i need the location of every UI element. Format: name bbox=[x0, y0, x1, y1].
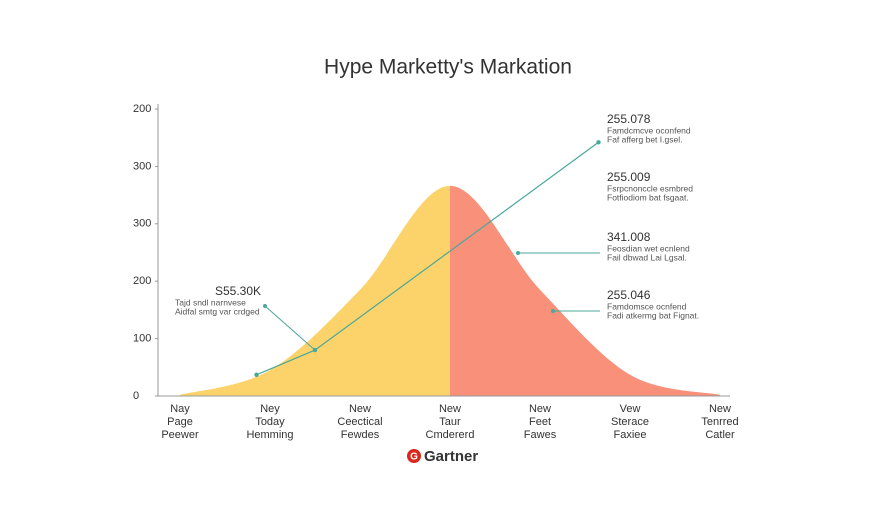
chart-title: Hype Marketty's Markation bbox=[324, 56, 572, 79]
annotation-title: 255.009 bbox=[607, 170, 651, 184]
x-tick-label: Catler bbox=[705, 429, 735, 441]
annotation-text: Fadi atkermg bat Fignat. bbox=[607, 310, 699, 320]
annotation-title: 255.078 bbox=[607, 112, 651, 126]
y-tick-label: 300 bbox=[133, 160, 151, 172]
x-tick-label: Ceectical bbox=[337, 416, 382, 428]
annotation-dot bbox=[516, 251, 520, 255]
y-tick-label: 200 bbox=[133, 103, 151, 115]
x-tick-label: Taur bbox=[439, 416, 461, 428]
logo: G bbox=[407, 449, 421, 463]
annotation-text: Famdcmcve oconfend bbox=[607, 125, 691, 135]
area-falling bbox=[450, 185, 720, 396]
annotation-text: Famdomsce ocnfend bbox=[607, 301, 687, 311]
x-tick-label: Today bbox=[255, 416, 285, 428]
y-tick-label: 0 bbox=[133, 390, 139, 402]
annotation-title: 341.008 bbox=[607, 230, 651, 244]
annotation-title: S55.30K bbox=[215, 284, 261, 298]
x-tick-label: Vew bbox=[620, 403, 641, 415]
x-tick-label: New bbox=[349, 403, 371, 415]
x-tick-label: Nay bbox=[170, 403, 190, 415]
annotation-text: Aidfal smtg var crdged bbox=[175, 306, 260, 316]
annotation-title: 255.046 bbox=[607, 288, 651, 302]
area-rising bbox=[180, 185, 450, 396]
trend-point bbox=[596, 140, 601, 145]
trend-point bbox=[254, 372, 259, 377]
x-tick-label: Sterace bbox=[611, 416, 649, 428]
x-tick-label: Peewer bbox=[161, 429, 199, 441]
x-tick-label: Fewdes bbox=[341, 429, 380, 441]
x-tick-label: Faxiee bbox=[613, 429, 646, 441]
annotation-connector bbox=[264, 305, 316, 351]
annotation-text: Fsrpcnonccle esmbred bbox=[607, 183, 693, 193]
source: Gartner bbox=[424, 448, 478, 465]
x-tick-label: New bbox=[709, 403, 731, 415]
annotation-dot bbox=[551, 309, 555, 313]
annotation-text: Fail dbwad Lai Lgsal. bbox=[607, 252, 687, 262]
annotation-text: Feosdian wet ecnlend bbox=[607, 243, 690, 253]
annotation-text: Tajd sndl narnvese bbox=[175, 297, 246, 307]
x-tick-label: Ney bbox=[260, 403, 280, 415]
x-tick-label: Tenrred bbox=[701, 416, 738, 428]
x-tick-label: Cmdererd bbox=[426, 429, 475, 441]
y-tick-label: 200 bbox=[133, 275, 151, 287]
annotation-text: Faf afferg bet I.gsel. bbox=[607, 134, 682, 144]
x-tick-label: New bbox=[529, 403, 551, 415]
y-tick-label: 100 bbox=[133, 333, 151, 345]
annotation-dot bbox=[263, 304, 267, 308]
annotation-text: Fotfiodiom bat fsgaat. bbox=[607, 192, 689, 202]
x-tick-label: Hemming bbox=[246, 429, 293, 441]
x-tick-label: Page bbox=[167, 416, 193, 428]
x-tick-label: New bbox=[439, 403, 461, 415]
x-tick-label: Fawes bbox=[524, 429, 557, 441]
logo-icon bbox=[407, 449, 421, 463]
x-tick-label: Feet bbox=[529, 416, 551, 428]
y-tick-label: 300 bbox=[133, 218, 151, 230]
logo-glyph: G bbox=[410, 452, 418, 463]
